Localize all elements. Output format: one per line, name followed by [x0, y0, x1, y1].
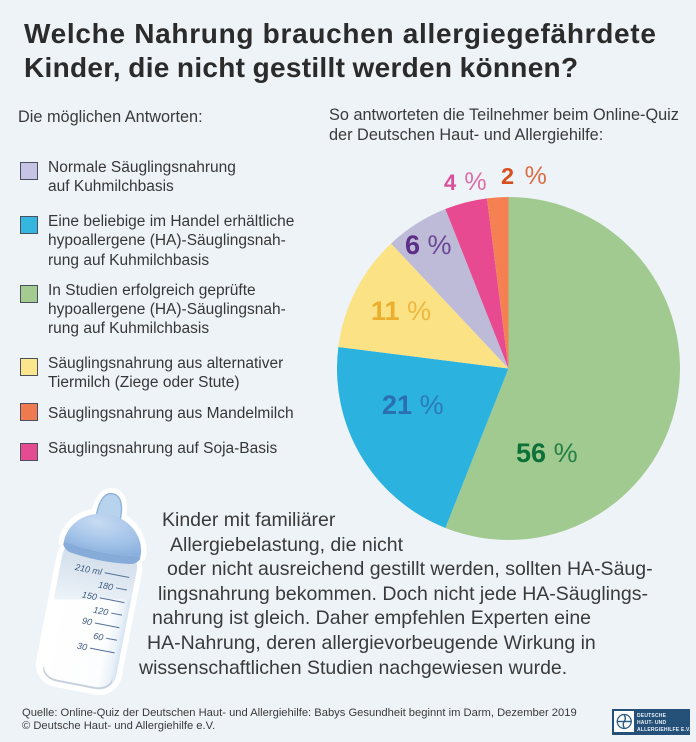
svg-text:120: 120	[92, 605, 109, 618]
svg-text:180: 180	[97, 580, 114, 593]
svg-text:30: 30	[76, 641, 88, 653]
svg-text:150: 150	[81, 589, 98, 602]
svg-text:90: 90	[81, 616, 93, 628]
svg-text:60: 60	[92, 631, 104, 643]
